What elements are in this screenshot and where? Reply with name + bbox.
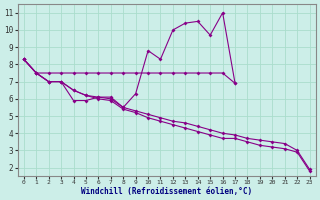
X-axis label: Windchill (Refroidissement éolien,°C): Windchill (Refroidissement éolien,°C)	[81, 187, 252, 196]
